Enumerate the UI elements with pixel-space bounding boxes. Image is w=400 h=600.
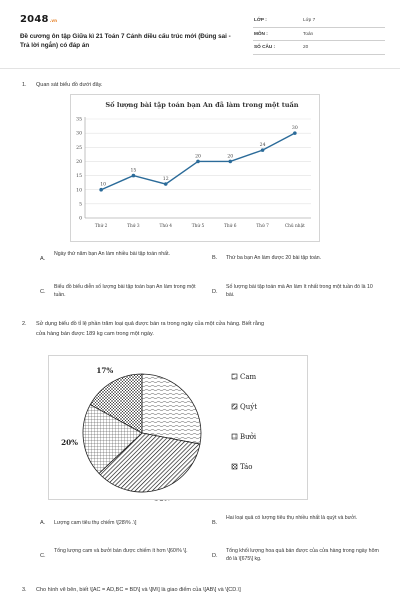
option-text: Lượng cam tiêu thụ chiếm \[28\% .\] <box>54 520 137 526</box>
pie-slice <box>98 432 201 493</box>
percent-label: 20% <box>61 438 78 447</box>
logo-text: 2048 <box>20 14 49 25</box>
option-letter: B. <box>212 255 218 261</box>
meta-value: 20 <box>303 44 309 49</box>
meta-key: MÔN : <box>254 30 268 36</box>
question-text: Quan sát biểu đồ dưới đây. <box>36 82 103 88</box>
option-text: Ngày thứ năm bạn An làm nhiều bài tập to… <box>54 251 170 257</box>
option-2d[interactable]: D. Tổng khối lượng hoa quả bán được của … <box>212 547 387 567</box>
option-text: Biểu đồ biểu diễn số lượng bài tập toán … <box>54 284 196 299</box>
y-tick-label: 15 <box>76 173 82 179</box>
data-label: 30 <box>292 125 298 131</box>
legend-label: Quýt <box>240 403 257 411</box>
meta-key: LỚP : <box>254 17 267 22</box>
y-tick-label: 30 <box>76 131 82 137</box>
data-point <box>293 131 297 135</box>
legend-label: Cam <box>240 373 257 381</box>
option-text: Tổng khối lượng hoa quả bán được của cửa… <box>226 548 379 563</box>
meta-row-class: LỚP : Lớp 7 <box>253 14 385 28</box>
y-tick-label: 20 <box>76 159 82 165</box>
legend-swatch <box>231 463 238 470</box>
option-1d[interactable]: D. Số lượng bài tập toán mà An làm ít nh… <box>212 283 387 303</box>
option-letter: A. <box>40 520 46 526</box>
data-point <box>99 187 103 192</box>
meta-value: Toán <box>303 30 314 36</box>
data-label: 10 <box>100 182 106 188</box>
y-tick-label: 10 <box>76 187 82 193</box>
meta-key: SỐ CÂU : <box>254 44 276 49</box>
x-tick-label: Chủ nhật <box>285 223 305 229</box>
question-1: 1. Quan sát biểu đồ dưới đây. <box>22 81 382 91</box>
y-tick-label: 35 <box>76 117 82 123</box>
y-tick-label: 25 <box>76 145 82 151</box>
data-label: 20 <box>195 153 201 159</box>
y-tick-label: 5 <box>79 201 82 207</box>
option-text: Tổng lượng cam và bưởi bán được chiếm ít… <box>54 548 188 554</box>
question-text: Cho hình vẽ bên, biết \[AC = AD,BC = BD\… <box>36 587 241 593</box>
option-2b[interactable]: B. Hai loại quả có lượng tiêu thụ nhiều … <box>212 514 387 534</box>
option-letter: B. <box>212 520 218 526</box>
question-number: 2. <box>22 321 27 327</box>
pie-slice <box>82 404 143 474</box>
question-text-line-2: cửa hàng bán được 189 kg cam trong một n… <box>36 331 154 337</box>
pie-slice <box>141 373 202 445</box>
data-point <box>228 159 233 164</box>
legend-swatch <box>231 373 238 380</box>
line-chart: Số lượng bài tập toán bạn An đã làm tron… <box>70 94 320 242</box>
x-tick-label: Thứ 5 <box>192 223 205 229</box>
option-letter: D. <box>212 289 218 295</box>
option-letter: C. <box>40 289 46 295</box>
option-letter: C. <box>40 553 46 559</box>
option-1a[interactable]: A. Ngày thứ năm bạn An làm nhiều bài tập… <box>40 250 215 270</box>
meta-table: LỚP : Lớp 7 MÔN : Toán SỐ CÂU : 20 <box>253 14 385 55</box>
option-2a[interactable]: A. Lượng cam tiêu thụ chiếm \[28\% .\] <box>40 519 215 531</box>
y-tick-label: 0 <box>79 216 82 222</box>
x-tick-label: Thứ 4 <box>159 223 172 229</box>
pie-slice <box>89 373 143 434</box>
page-header: 2048.vn Đề cương ôn tập Giữa kì 21 Toán … <box>20 14 385 60</box>
option-letter: D. <box>212 553 218 559</box>
data-point <box>131 173 136 178</box>
question-number: 3. <box>22 587 27 593</box>
option-1b[interactable]: B. Thứ ba bạn An làm được 20 bài tập toá… <box>212 254 387 266</box>
legend-label: Táo <box>240 463 253 471</box>
data-point <box>260 148 265 152</box>
x-tick-label: Thứ 2 <box>95 223 108 229</box>
data-label: 24 <box>260 142 266 148</box>
logo-suffix: .vn <box>49 18 58 23</box>
legend-swatch <box>231 433 238 440</box>
meta-row-count: SỐ CÂU : 20 <box>253 41 385 55</box>
question-number: 1. <box>22 82 27 88</box>
option-text: Số lượng bài tập toán mà An làm ít nhất … <box>226 284 373 299</box>
data-label: 12 <box>163 176 169 182</box>
data-point <box>163 182 168 186</box>
option-text: Hai loại quả có lượng tiêu thụ nhiều nhấ… <box>226 515 358 521</box>
percent-label: 35% <box>154 499 171 501</box>
x-tick-label: Thứ 6 <box>224 223 237 229</box>
x-tick-label: Thứ 7 <box>256 223 269 229</box>
data-label: 20 <box>227 153 233 159</box>
meta-value: Lớp 7 <box>303 17 316 22</box>
legend-label: Bưởi <box>240 432 257 441</box>
option-2c[interactable]: C. Tổng lượng cam và bưởi bán được chiếm… <box>40 547 215 567</box>
option-text: Thứ ba bạn An làm được 20 bài tập toán. <box>226 255 322 261</box>
data-label: 15 <box>130 168 136 174</box>
question-2: 2. Sử dụng biểu đồ tỉ lệ phần trăm loại … <box>22 320 382 340</box>
option-1c[interactable]: C. Biểu đồ biểu diễn số lượng bài tập to… <box>40 283 215 303</box>
question-3: 3. Cho hình vẽ bên, biết \[AC = AD,BC = … <box>22 586 394 596</box>
legend-swatch <box>231 403 238 410</box>
x-tick-label: Thứ 3 <box>127 223 140 229</box>
data-point <box>196 159 200 164</box>
document-title: Đề cương ôn tập Giữa kì 21 Toán 7 Cánh d… <box>20 33 231 49</box>
pie-chart: 35% 20% 17% Cam Quýt Bưởi Táo <box>48 355 308 501</box>
site-logo[interactable]: 2048.vn <box>20 14 57 25</box>
percent-label: 17% <box>96 366 113 375</box>
meta-row-subject: MÔN : Toán <box>253 28 385 41</box>
chart-title: Số lượng bài tập toán bạn An đã làm tron… <box>105 100 298 109</box>
option-letter: A. <box>40 256 46 262</box>
header-divider <box>0 68 400 69</box>
question-text-line-1: Sử dụng biểu đồ tỉ lệ phần trăm loại quả… <box>36 321 265 327</box>
